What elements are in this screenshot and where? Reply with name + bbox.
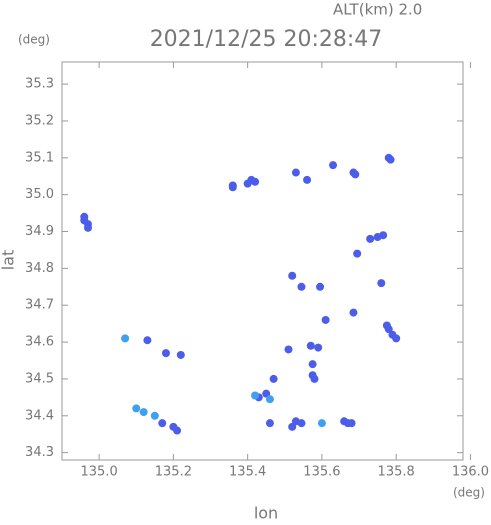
y-tick-label: 34.9 (25, 224, 54, 239)
x-tick-label: 135.0 (81, 465, 118, 480)
y-tick-label: 34.5 (25, 371, 54, 386)
echo-point (314, 343, 323, 352)
echo-point (83, 223, 92, 232)
x-tick-label: 136.0 (452, 465, 489, 480)
echo-point (306, 341, 315, 350)
x-tick-label: 135.4 (229, 465, 266, 480)
y-tick-label: 35.0 (25, 187, 54, 202)
x-tick-label: 135.8 (378, 465, 415, 480)
echo-point (310, 374, 319, 383)
y-tick-label: 35.1 (25, 150, 54, 165)
echo-point (176, 350, 185, 359)
echo-point (291, 168, 300, 177)
echo-point (251, 177, 260, 186)
y-tick-label: 34.7 (25, 298, 54, 313)
echo-point (317, 419, 326, 428)
echo-point (173, 426, 182, 435)
echo-point (288, 422, 297, 431)
echo-point (303, 175, 312, 184)
echo-point (349, 308, 358, 317)
y-tick-label: 35.2 (25, 113, 54, 128)
echo-point (321, 315, 330, 324)
y-tick-label: 34.8 (25, 261, 54, 276)
echo-point (161, 349, 170, 358)
altitude-label: ALT(km) 2.0 (333, 1, 422, 19)
echo-point (316, 282, 325, 291)
echo-point (347, 419, 356, 428)
echo-point (284, 345, 293, 354)
y-axis-label: lat (0, 250, 18, 271)
echo-point (366, 234, 375, 243)
echo-point (121, 334, 130, 343)
plot-frame (61, 61, 464, 461)
echo-point (150, 411, 159, 420)
echo-point (353, 249, 362, 258)
echo-point (351, 170, 360, 179)
echo-point (377, 279, 386, 288)
x-tick-label: 135.6 (303, 465, 340, 480)
y-tick-label: 34.6 (25, 335, 54, 350)
y-tick-label: 34.3 (25, 445, 54, 460)
x-unit: (deg) (453, 486, 485, 500)
echo-point (143, 336, 152, 345)
echo-point (265, 419, 274, 428)
echo-point (269, 374, 278, 383)
echo-point (379, 231, 388, 240)
x-axis-label: lon (254, 504, 278, 522)
echo-point (308, 360, 317, 369)
echo-point (251, 391, 260, 400)
echo-point (386, 155, 395, 164)
y-tick-label: 34.4 (25, 408, 54, 423)
echo-point (297, 419, 306, 428)
echo-point (132, 404, 141, 413)
y-tick-label: 35.3 (25, 77, 54, 92)
echo-point (392, 334, 401, 343)
echo-point (329, 161, 338, 170)
echo-point (228, 183, 237, 192)
chart-title: 2021/12/25 20:28:47 (150, 27, 383, 52)
echo-point (265, 395, 274, 404)
y-unit: (deg) (18, 33, 50, 47)
echo-point (297, 282, 306, 291)
echo-point (158, 419, 167, 428)
echo-point (288, 271, 297, 280)
echo-point (243, 179, 252, 188)
echo-point (139, 408, 148, 417)
x-tick-label: 135.2 (155, 465, 192, 480)
